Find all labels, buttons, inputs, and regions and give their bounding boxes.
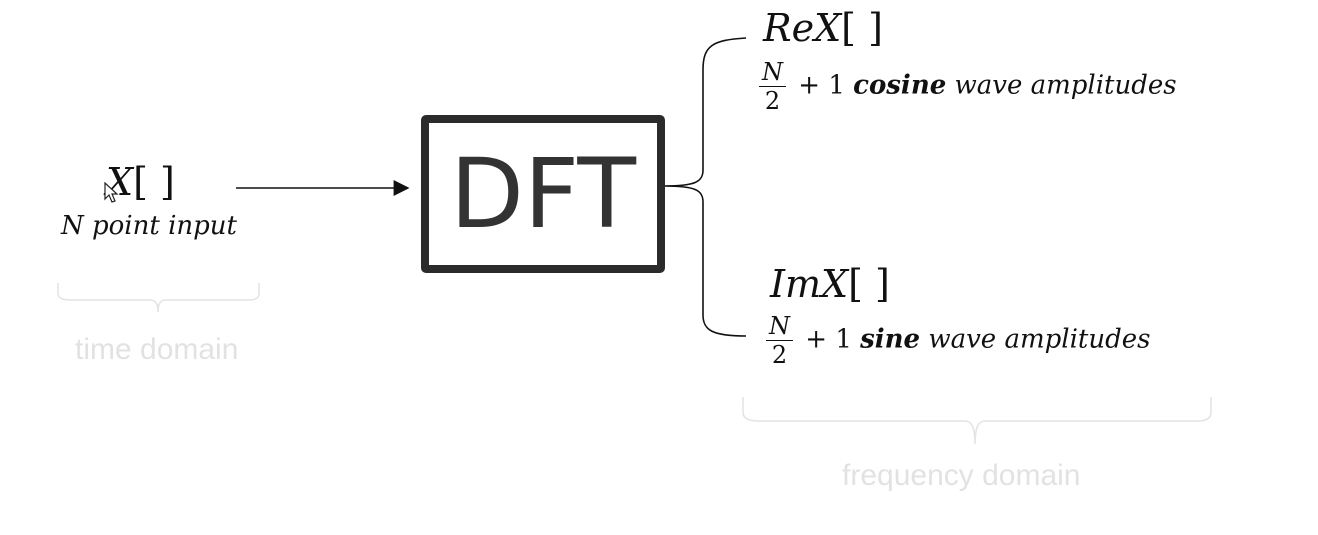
dft-label: DFT [449,138,637,250]
imag-prefix: Im [770,262,822,306]
time-domain-label: time domain [75,333,239,366]
real-wave-type: cosine [853,70,947,101]
input-caption: N point input [61,211,237,241]
frequency-domain-label: frequency domain [842,459,1081,492]
imag-plus-one: + 1 [805,324,852,355]
real-symbol-x: X [814,6,842,50]
imag-fraction-denominator: 2 [771,341,788,369]
mouse-cursor-icon [104,182,119,203]
real-plus-one: + 1 [798,70,845,101]
input-brackets: [ ] [133,160,175,204]
real-fraction-numerator: N [759,58,786,87]
imag-fraction: N 2 [766,312,793,369]
real-fraction: N 2 [759,58,786,115]
real-output-symbol: ReX[ ] [763,6,883,50]
imag-wave-type: sine [860,324,921,355]
input-signal-symbol: X[ ] [106,160,175,204]
real-wave-rest: wave amplitudes [954,70,1177,101]
output-split-brace [663,37,747,337]
imag-output-symbol: ImX[ ] [770,262,890,306]
real-output-description: N 2 + 1 cosine wave amplitudes [759,58,1177,115]
dft-block: DFT [421,115,665,273]
imag-brackets: [ ] [848,262,890,306]
imag-fraction-numerator: N [766,312,793,341]
frequency-domain-brace [742,397,1212,445]
real-prefix: Re [763,6,815,50]
imag-wave-rest: wave amplitudes [928,324,1151,355]
real-fraction-denominator: 2 [764,87,781,115]
imag-symbol-x: X [821,262,849,306]
real-brackets: [ ] [841,6,883,50]
imag-output-description: N 2 + 1 sine wave amplitudes [766,312,1150,369]
time-domain-brace [57,283,260,313]
